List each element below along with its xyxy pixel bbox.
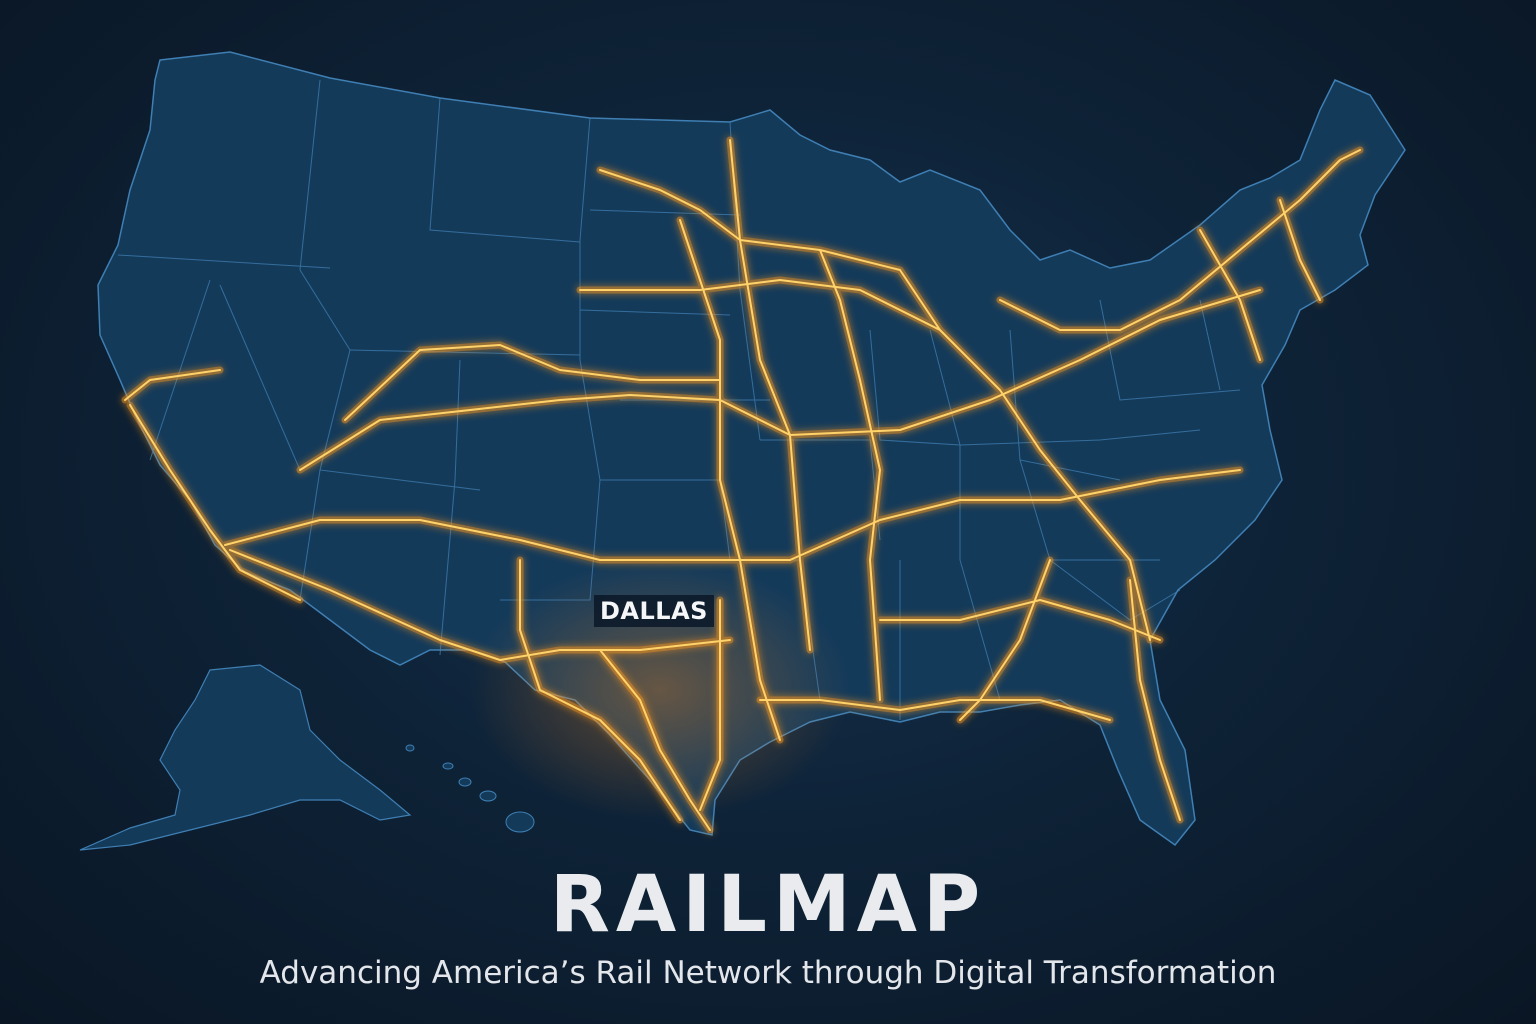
hawaii-islands <box>405 744 535 833</box>
dallas-label: DALLAS <box>594 595 714 627</box>
state-borders <box>117 79 1241 720</box>
rail-network-core <box>124 139 1361 831</box>
us-landmass <box>97 51 1406 847</box>
alaska-landmass <box>79 664 412 851</box>
page-title: RAILMAP <box>549 860 987 950</box>
page-subtitle: Advancing America’s Rail Network through… <box>259 955 1277 991</box>
texas-glow <box>470 560 850 820</box>
